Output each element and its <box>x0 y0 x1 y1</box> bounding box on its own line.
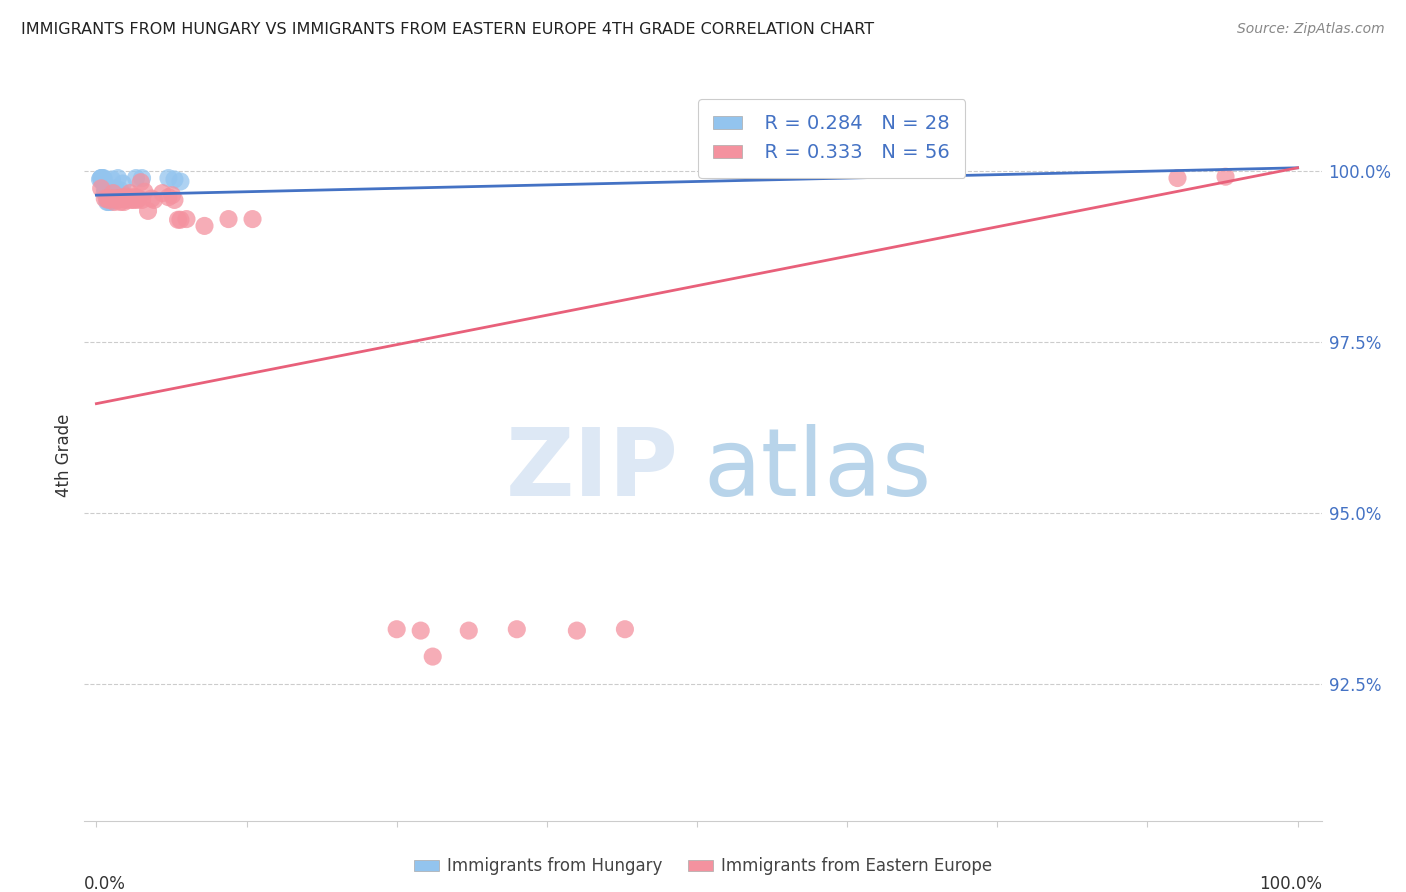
Point <box>98 183 121 197</box>
Point <box>131 171 153 186</box>
Point <box>169 212 191 227</box>
Point <box>118 186 141 200</box>
Point <box>91 171 114 186</box>
Point <box>136 203 159 218</box>
Point <box>193 219 215 233</box>
Point <box>115 189 138 203</box>
Point <box>110 194 132 209</box>
Point <box>97 194 120 209</box>
Point <box>117 192 139 206</box>
Point <box>176 212 198 227</box>
Point <box>457 624 479 638</box>
Point <box>118 192 141 206</box>
Point <box>157 171 180 186</box>
Point <box>94 181 117 195</box>
Point <box>121 190 143 204</box>
Point <box>152 186 174 200</box>
Point <box>111 190 134 204</box>
Point <box>103 186 125 200</box>
Point <box>93 172 115 186</box>
Point <box>114 192 136 206</box>
Point <box>90 171 112 186</box>
Text: atlas: atlas <box>703 424 931 516</box>
Point <box>101 172 124 186</box>
Point <box>89 172 111 186</box>
Point <box>94 183 117 197</box>
Point <box>108 192 131 206</box>
Text: IMMIGRANTS FROM HUNGARY VS IMMIGRANTS FROM EASTERN EUROPE 4TH GRADE CORRELATION : IMMIGRANTS FROM HUNGARY VS IMMIGRANTS FR… <box>21 22 875 37</box>
Point <box>93 174 115 188</box>
Point <box>422 649 444 664</box>
Point <box>103 192 125 206</box>
Point <box>107 171 129 186</box>
Point <box>103 183 125 197</box>
Point <box>110 192 132 206</box>
Text: ZIP: ZIP <box>505 424 678 516</box>
Point <box>125 190 148 204</box>
Point <box>112 194 135 209</box>
Text: Source: ZipAtlas.com: Source: ZipAtlas.com <box>1237 22 1385 37</box>
Point <box>96 194 118 209</box>
Point <box>141 192 163 206</box>
Point <box>122 193 145 207</box>
Point <box>107 192 129 206</box>
Text: 0.0%: 0.0% <box>84 875 127 892</box>
Point <box>91 174 114 188</box>
Text: 100.0%: 100.0% <box>1258 875 1322 892</box>
Point <box>242 212 264 227</box>
Point <box>129 175 152 189</box>
Point <box>105 192 128 206</box>
Point <box>506 622 529 636</box>
Point <box>127 193 149 207</box>
Point <box>167 212 190 227</box>
Point <box>91 172 114 186</box>
Point <box>96 192 118 206</box>
Point <box>160 188 183 202</box>
Point <box>131 193 153 207</box>
Point <box>104 181 127 195</box>
Point <box>218 212 240 227</box>
Point <box>127 192 149 206</box>
Point <box>1166 171 1188 186</box>
Point <box>613 622 636 636</box>
Point <box>163 193 186 207</box>
Point <box>125 171 148 186</box>
Point <box>101 192 124 206</box>
Point <box>103 194 125 209</box>
Point <box>115 193 138 207</box>
Point <box>1215 169 1237 184</box>
Point <box>120 193 142 207</box>
Point <box>94 186 117 200</box>
Point <box>110 192 132 206</box>
Legend:   R = 0.284   N = 28,   R = 0.333   N = 56: R = 0.284 N = 28, R = 0.333 N = 56 <box>697 99 966 178</box>
Point <box>111 177 134 191</box>
Point <box>110 183 132 197</box>
Point <box>143 193 166 207</box>
Y-axis label: 4th Grade: 4th Grade <box>55 413 73 497</box>
Point <box>90 171 112 186</box>
Point <box>134 185 156 199</box>
Point <box>157 190 180 204</box>
Point <box>100 194 122 209</box>
Point <box>124 192 146 206</box>
Point <box>409 624 432 638</box>
Point <box>565 624 588 638</box>
Point <box>93 171 115 186</box>
Point <box>100 192 122 206</box>
Point <box>97 193 120 207</box>
Point <box>104 193 127 207</box>
Legend: Immigrants from Hungary, Immigrants from Eastern Europe: Immigrants from Hungary, Immigrants from… <box>408 851 998 882</box>
Point <box>385 622 408 636</box>
Point <box>90 181 112 195</box>
Point <box>94 186 117 200</box>
Point <box>163 172 186 186</box>
Point <box>169 174 191 188</box>
Point <box>94 192 117 206</box>
